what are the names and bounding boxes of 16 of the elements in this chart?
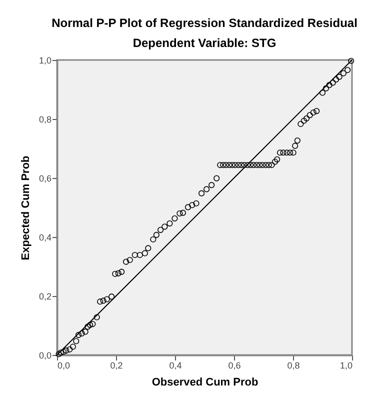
x-tick-label: 0,0 (58, 360, 70, 370)
x-tick-label: 0,4 (169, 360, 182, 370)
y-tick-label: 0,8 (38, 114, 52, 124)
x-tick-label: 0,6 (228, 360, 241, 370)
y-axis-title: Expected Cum Prob (20, 155, 32, 260)
y-tick-label: 1,0 (38, 56, 52, 66)
x-tick-label: 0,2 (110, 360, 123, 370)
x-tick-label: 1,0 (340, 360, 352, 370)
y-tick-label: 0,4 (38, 232, 52, 242)
chart-subtitle: Dependent Variable: STG (132, 36, 276, 50)
y-tick-label: 0,0 (38, 350, 52, 360)
x-axis-title: Observed Cum Prob (152, 376, 258, 388)
y-tick-label: 0,2 (38, 292, 52, 302)
x-tick-label: 0,8 (287, 360, 300, 370)
y-tick-label: 0,6 (38, 174, 52, 184)
chart-title: Normal P-P Plot of Regression Standardized Residual (52, 16, 358, 30)
